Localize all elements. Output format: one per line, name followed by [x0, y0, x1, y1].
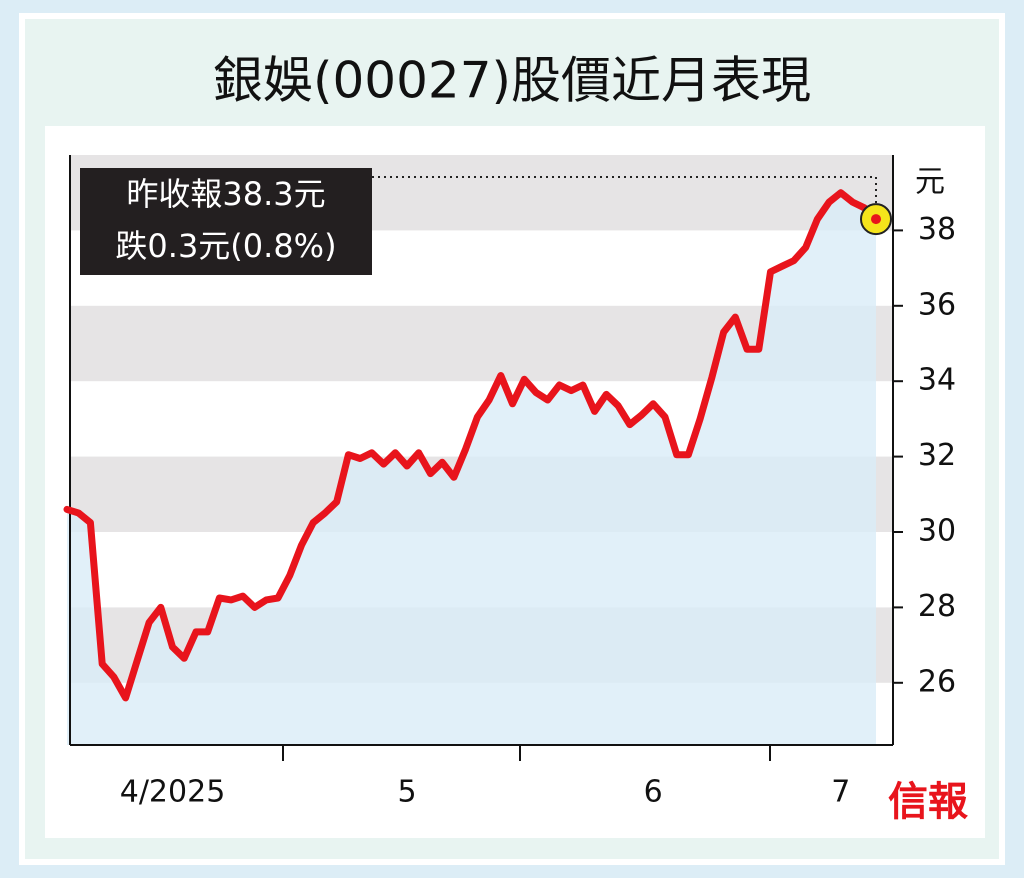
chart-title: 銀娛(00027)股價近月表現	[213, 52, 811, 110]
annotation-text: 跌0.3元(0.8%)	[115, 227, 336, 265]
logo: 信報	[888, 778, 968, 825]
y-tick-label: 36	[918, 287, 956, 322]
y-tick-label: 32	[918, 438, 956, 473]
x-tick-label: 7	[831, 775, 850, 810]
y-tick-label: 38	[918, 212, 956, 247]
x-tick-label: 4/2025	[120, 775, 226, 810]
line	[63, 189, 880, 702]
y-unit: 元	[915, 165, 945, 200]
annotation-text: 昨收報38.3元	[126, 175, 325, 213]
leader	[300, 176, 877, 220]
y-tick-label: 34	[918, 363, 956, 398]
y-tick-label: 26	[918, 664, 956, 699]
plot: 26 28 30 32 34 36 38 4/2025 5 6 7 昨收報38.3元跌0.3元(0.8…	[63, 155, 956, 810]
y-tick-label: 30	[918, 513, 956, 548]
last-dot	[871, 214, 881, 225]
x-tick-label: 6	[644, 775, 663, 810]
area	[67, 192, 876, 745]
x-tick-label: 5	[397, 775, 416, 810]
annotation-box	[80, 168, 372, 275]
y-tick-label: 28	[918, 589, 956, 624]
